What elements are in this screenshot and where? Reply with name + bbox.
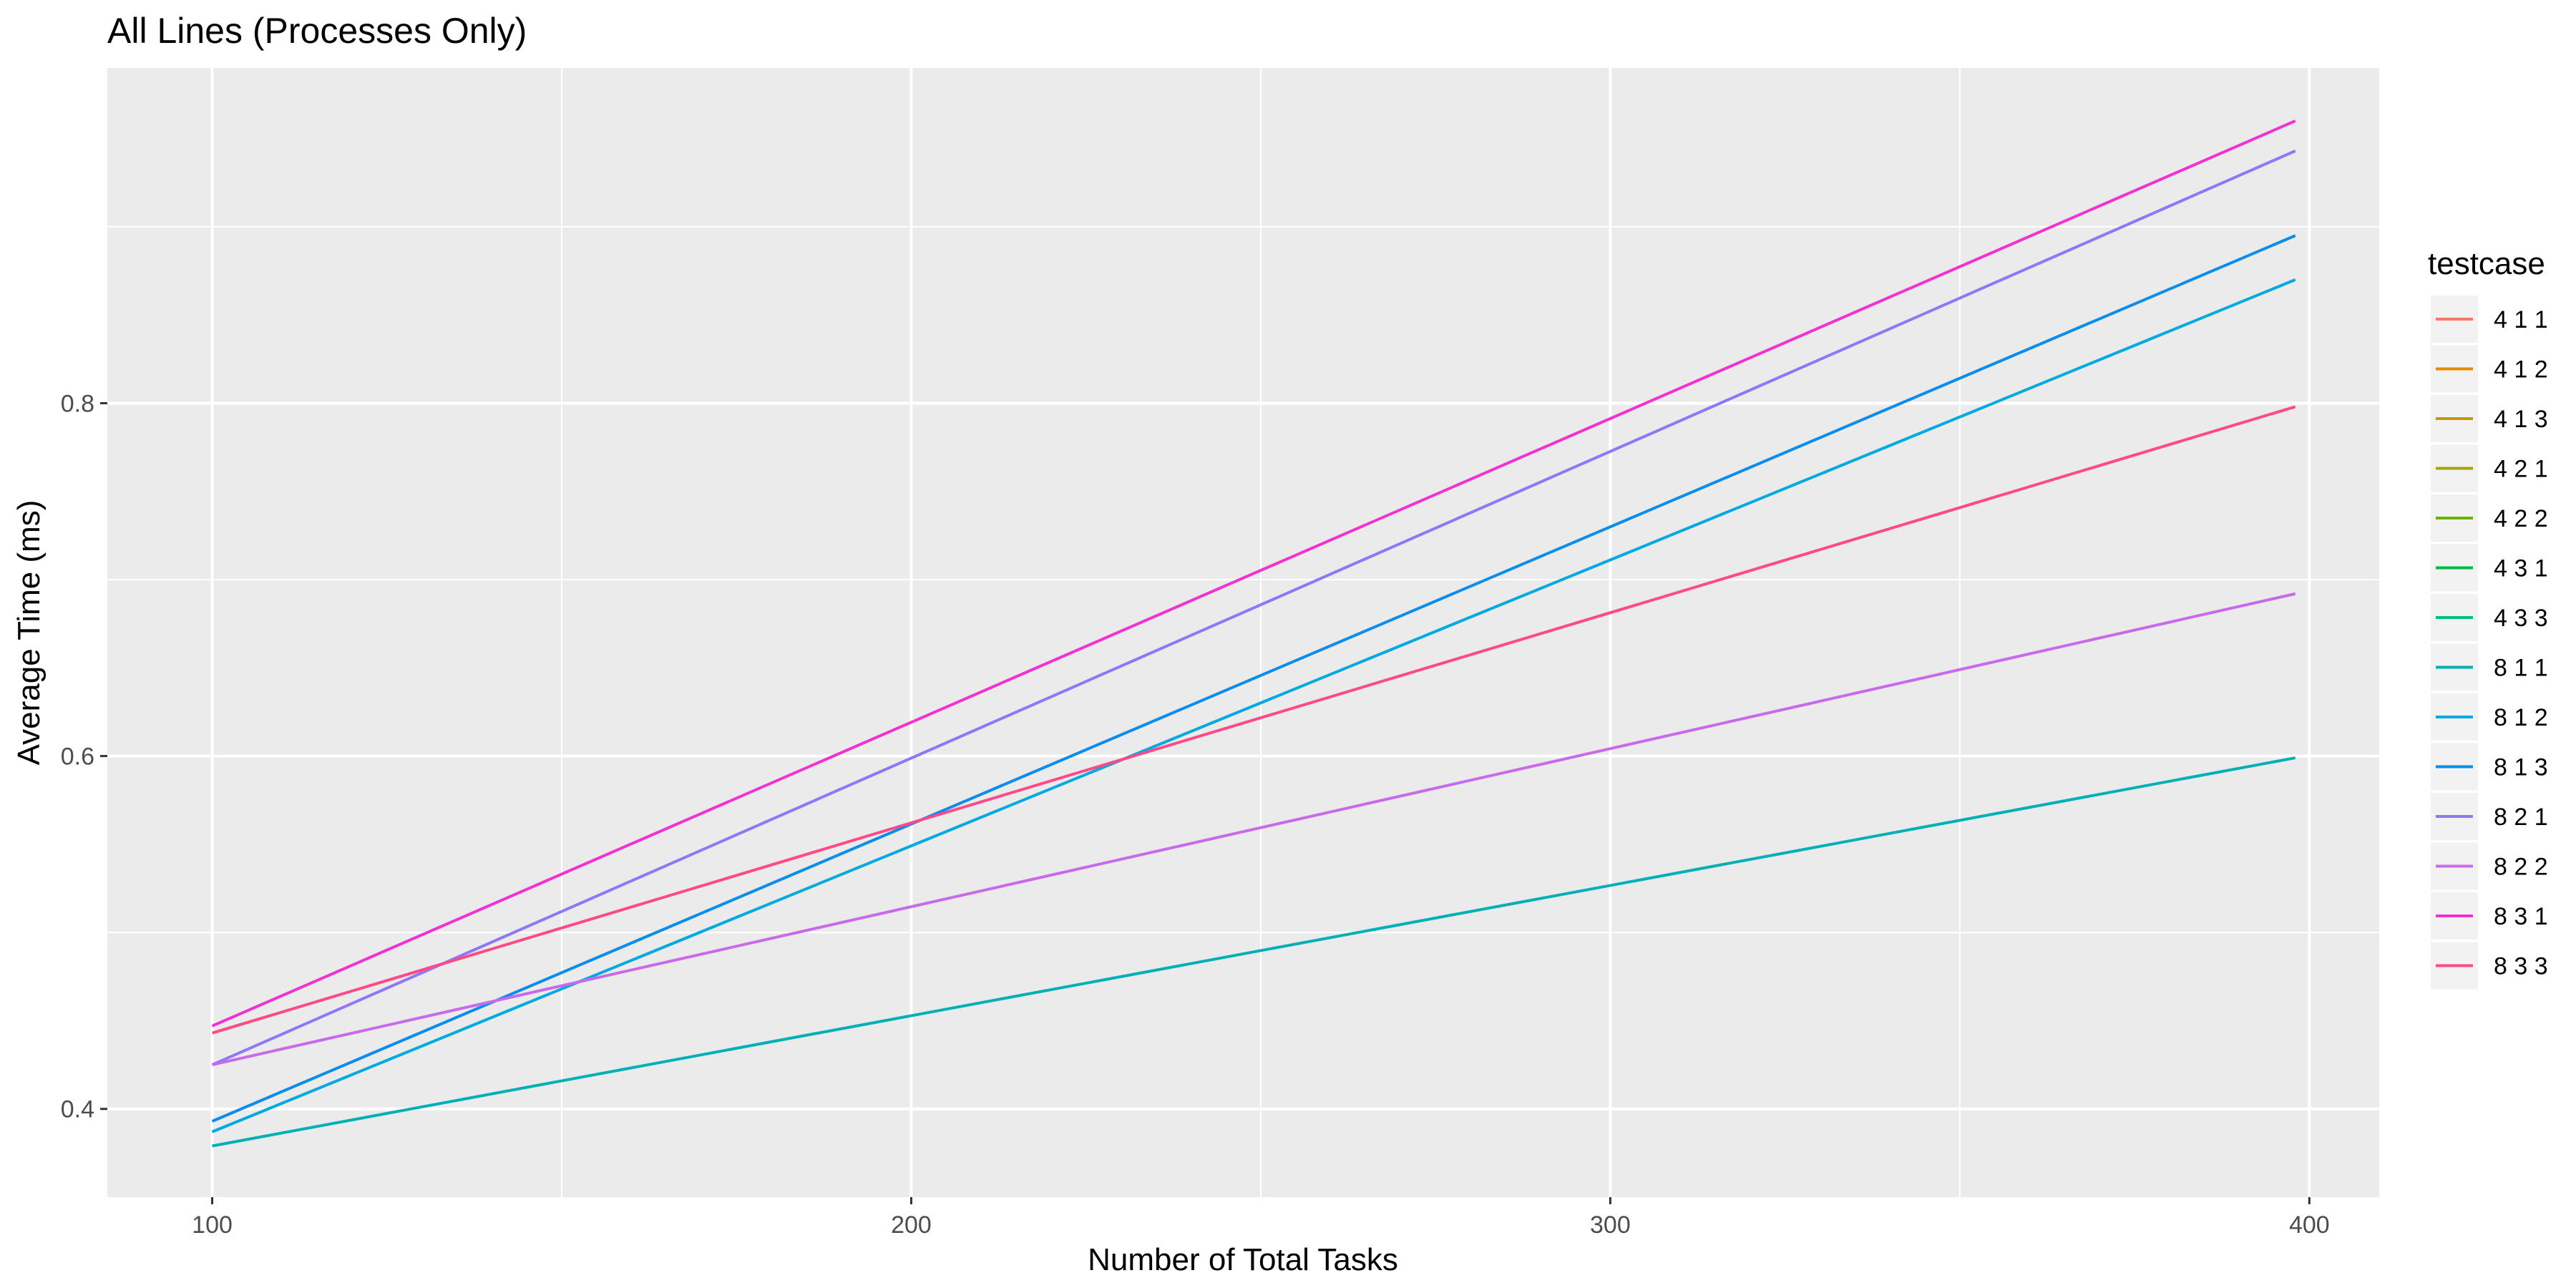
legend-label: 8 2 2 xyxy=(2494,854,2548,881)
plot-panel xyxy=(107,68,2379,1197)
y-tick-label: 0.8 xyxy=(61,390,94,417)
series-line-8-3-3 xyxy=(211,405,2296,1035)
series-line-8-3-1 xyxy=(211,119,2296,1028)
x-tick-label: 400 xyxy=(2289,1211,2330,1239)
legend-label: 8 1 2 xyxy=(2494,704,2548,731)
chart-title: All Lines (Processes Only) xyxy=(107,11,527,51)
minor-gridlines xyxy=(107,68,2379,1197)
legend-label: 4 3 1 xyxy=(2494,555,2548,582)
y-tick-label: 0.6 xyxy=(61,743,94,771)
series-lines xyxy=(211,119,2296,1148)
legend-label: 8 3 3 xyxy=(2494,953,2548,980)
legend-label: 4 1 2 xyxy=(2494,356,2548,384)
legend-label: 4 1 1 xyxy=(2494,306,2548,333)
y-axis: 0.4 0.6 0.8 xyxy=(61,390,107,1123)
series-line-8-2-2 xyxy=(212,592,2296,1067)
major-gridlines xyxy=(107,68,2379,1197)
x-axis-title: Number of Total Tasks xyxy=(1088,1242,1398,1277)
legend-label: 4 2 2 xyxy=(2494,505,2548,532)
y-axis-title: Average Time (ms) xyxy=(11,500,47,766)
x-axis: 100 200 300 400 xyxy=(192,1197,2330,1239)
x-tick-label: 200 xyxy=(891,1211,932,1239)
x-tick-label: 300 xyxy=(1590,1211,1631,1239)
legend-label: 4 3 3 xyxy=(2494,605,2548,632)
legend: 4 1 1 4 1 2 4 1 3 4 2 1 4 2 2 4 3 1 4 3 3 8 1 1… xyxy=(2431,296,2548,990)
legend-label: 4 2 1 xyxy=(2494,456,2548,483)
y-tick-label: 0.4 xyxy=(61,1096,94,1123)
series-line-8-1-3 xyxy=(211,234,2296,1123)
legend-label: 8 3 1 xyxy=(2494,903,2548,930)
series-line-8-1-2 xyxy=(211,278,2296,1133)
series-line-8-2-1 xyxy=(211,150,2296,1066)
legend-label: 8 2 1 xyxy=(2494,804,2548,831)
series-line-8-1-1 xyxy=(212,756,2296,1148)
legend-title: testcase xyxy=(2428,246,2545,281)
legend-label: 4 1 3 xyxy=(2494,406,2548,433)
legend-label: 8 1 1 xyxy=(2494,655,2548,682)
x-tick-label: 100 xyxy=(192,1211,233,1239)
legend-label: 8 1 3 xyxy=(2494,754,2548,781)
